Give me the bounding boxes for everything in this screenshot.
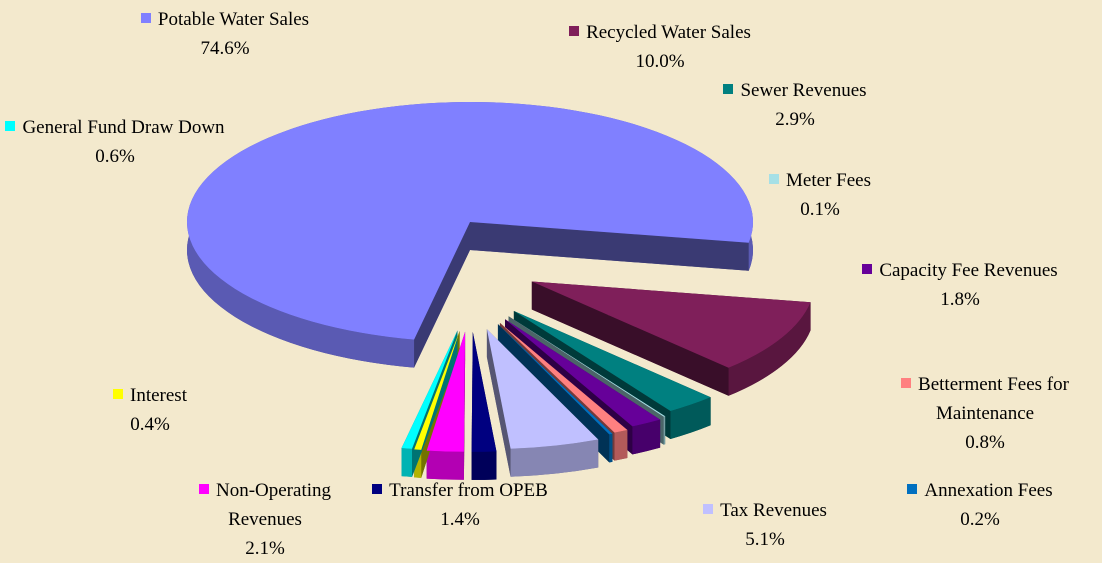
value-label: 2.1% (245, 538, 285, 559)
category-name: Sewer Revenues (740, 80, 867, 101)
legend-entry: Transfer from OPEB (340, 476, 580, 505)
data-label: Capacity Fee Revenues 1.8% (860, 256, 1060, 314)
legend-entry: Interest (70, 381, 230, 410)
pie-slice (414, 330, 460, 450)
pie-slice (401, 330, 458, 449)
slice-side (510, 439, 599, 477)
slice-side (670, 397, 711, 439)
value-label: 74.6% (200, 38, 250, 59)
data-label: Non-Operating Revenues 2.1% (183, 476, 348, 563)
value-label: 10.0% (635, 51, 685, 72)
slice-wall (531, 281, 729, 396)
legend-entry: Betterment Fees for Maintenance (865, 370, 1102, 428)
legend-entry: Annexation Fees (860, 476, 1100, 505)
data-label: Meter Fees 0.1% (720, 166, 920, 224)
pie-slice (513, 311, 711, 411)
data-label: Annexation Fees 0.2% (860, 476, 1100, 534)
legend-swatch (198, 484, 209, 494)
legend-entry: General Fund Draw Down (0, 113, 235, 142)
pie-slice (497, 324, 613, 435)
pie-slice (187, 102, 754, 340)
pie-slice (531, 281, 811, 368)
legend-swatch (907, 484, 918, 494)
data-label: Betterment Fees for Maintenance 0.8% (865, 370, 1102, 457)
pie-slice (508, 316, 666, 417)
slice-side (663, 416, 666, 445)
slice-wall (470, 222, 749, 271)
slice-side (609, 433, 613, 463)
slice-side (426, 450, 464, 480)
legend-swatch (901, 378, 912, 388)
data-label: Potable Water Sales 74.6% (75, 5, 375, 63)
legend-swatch (372, 484, 383, 494)
data-label: Tax Revenues 5.1% (665, 496, 865, 554)
legend-swatch (862, 264, 873, 274)
legend-swatch (569, 26, 580, 36)
data-label: Interest 0.4% (70, 381, 230, 439)
category-name: Recycled Water Sales (586, 22, 751, 43)
legend-swatch (113, 389, 123, 399)
category-name: Interest (130, 385, 187, 406)
category-name: Non-Operating Revenues (215, 480, 332, 530)
pie-slice (505, 319, 661, 427)
data-label: General Fund Draw Down 0.6% (0, 113, 235, 171)
slice-wall (463, 331, 466, 480)
value-label: 5.1% (745, 529, 785, 550)
slice-side (401, 448, 413, 477)
data-label: Recycled Water Sales 10.0% (510, 18, 810, 76)
legend-swatch (723, 84, 734, 94)
legend-entry: Meter Fees (720, 166, 920, 195)
legend-entry: Sewer Revenues (645, 76, 945, 105)
legend-swatch (703, 504, 714, 514)
slice-side (728, 302, 811, 396)
legend-entry: Tax Revenues (665, 496, 865, 525)
data-label: Sewer Revenues 2.9% (645, 76, 945, 134)
legend-swatch (5, 121, 16, 131)
slice-wall (486, 329, 511, 477)
category-name: Annexation Fees (924, 480, 1053, 501)
legend-entry: Recycled Water Sales (510, 18, 810, 47)
category-name: Capacity Fee Revenues (879, 260, 1058, 281)
category-name: Betterment Fees for Maintenance (918, 374, 1069, 424)
value-label: 2.9% (775, 109, 815, 130)
value-label: 0.4% (130, 414, 170, 435)
slice-side (632, 419, 661, 455)
pie-slice (471, 331, 497, 452)
legend-entry: Potable Water Sales (75, 5, 375, 34)
category-name: Potable Water Sales (157, 9, 310, 30)
data-label: Transfer from OPEB 1.4% (340, 476, 580, 534)
value-label: 0.2% (960, 509, 1000, 530)
slice-side (471, 451, 497, 480)
legend-entry: Capacity Fee Revenues (860, 256, 1060, 285)
pie-slice (486, 329, 599, 449)
legend-swatch (769, 174, 780, 184)
pie-slice (499, 322, 628, 433)
value-label: 0.6% (95, 146, 135, 167)
pie-slice (426, 331, 466, 452)
value-label: 0.8% (965, 432, 1005, 453)
value-label: 1.4% (440, 509, 480, 530)
slice-side (614, 430, 628, 461)
slice-wall (414, 222, 470, 368)
category-name: General Fund Draw Down (22, 117, 225, 138)
category-name: Transfer from OPEB (389, 480, 548, 501)
legend-swatch (140, 13, 151, 23)
category-name: Meter Fees (786, 170, 871, 191)
value-label: 0.1% (800, 199, 840, 220)
value-label: 1.8% (940, 289, 980, 310)
category-name: Tax Revenues (720, 500, 827, 521)
legend-entry: Non-Operating Revenues (183, 476, 348, 534)
